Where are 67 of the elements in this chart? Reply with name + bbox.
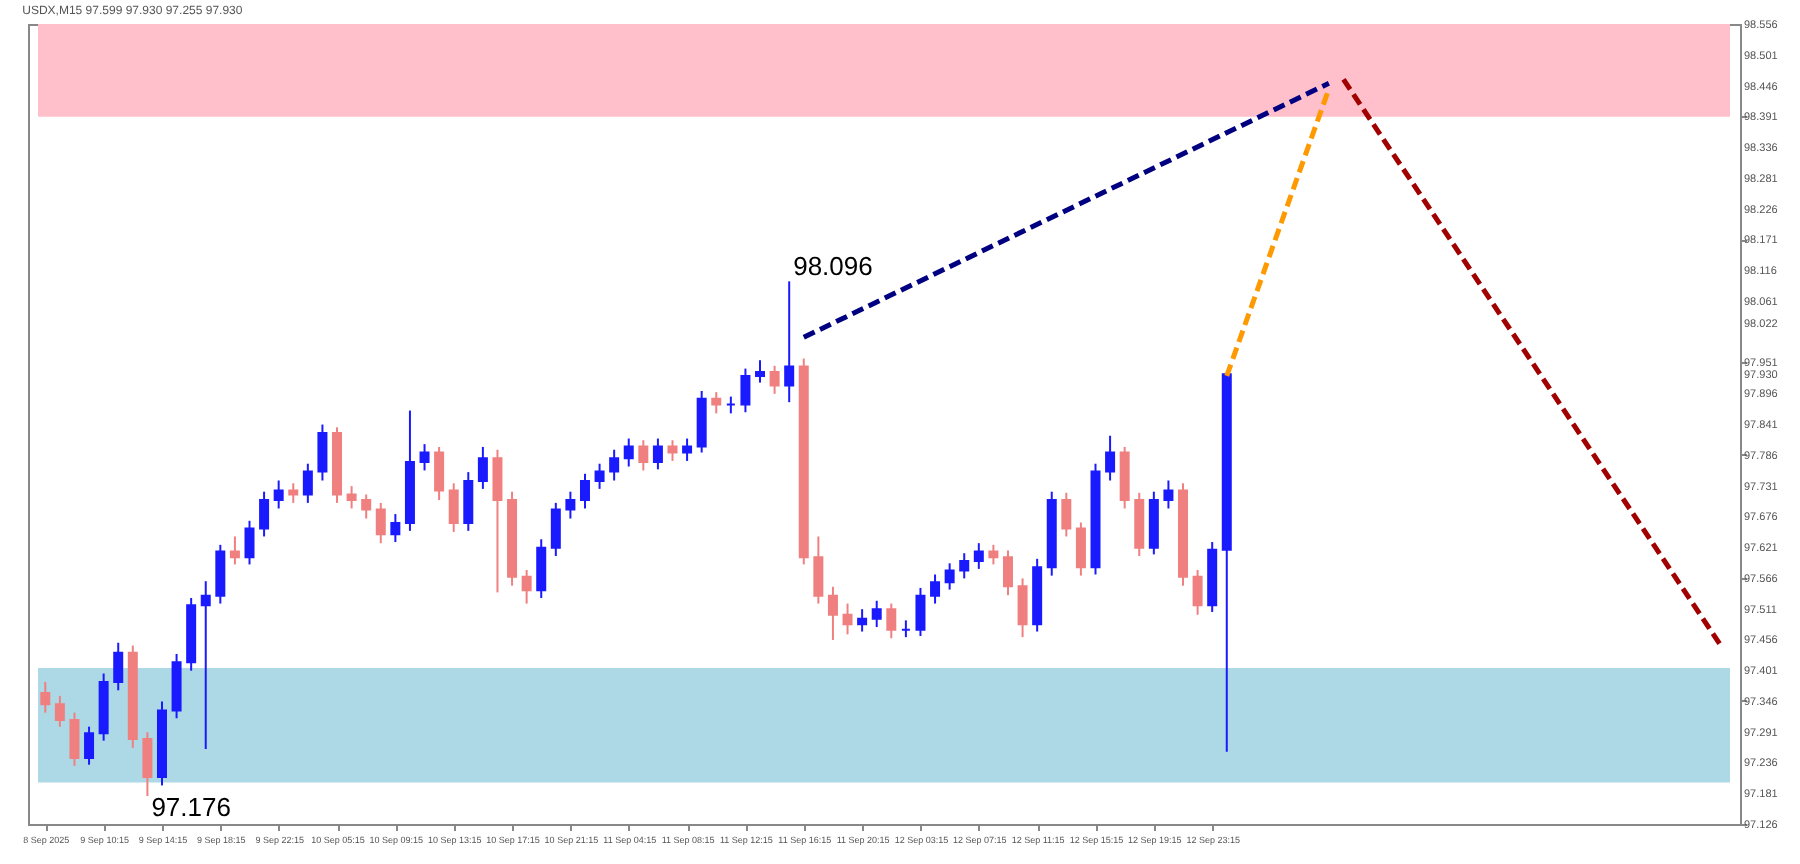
candlestick [69, 711, 80, 767]
candlestick [886, 602, 897, 640]
candlestick [857, 608, 868, 633]
candlestick [288, 482, 299, 504]
candlestick [40, 680, 51, 714]
candlestick [1017, 577, 1028, 639]
candlestick [871, 599, 882, 629]
candlestick [244, 519, 255, 566]
candlestick [1061, 491, 1072, 538]
candlestick [1119, 445, 1130, 510]
candlestick [973, 542, 984, 570]
candlestick [521, 569, 532, 605]
candlestick [550, 501, 561, 558]
candlestick [142, 731, 153, 798]
candlestick [988, 543, 999, 566]
candlestick [390, 513, 401, 544]
candlestick [609, 448, 620, 482]
candlestick [755, 359, 766, 384]
candlestick [434, 445, 445, 502]
candlestick [200, 580, 211, 751]
candlestick [769, 364, 780, 395]
candlestick [229, 535, 240, 566]
candlestick [259, 490, 270, 538]
candlestick [930, 573, 941, 605]
candlestick [623, 437, 634, 468]
candlestick [1105, 434, 1116, 482]
candlestick [1002, 549, 1013, 597]
candlestick [1192, 569, 1203, 616]
candlestick [579, 472, 590, 510]
candlestick [813, 535, 824, 605]
candlestick [784, 280, 795, 404]
candlestick [113, 641, 124, 692]
candlestick [346, 485, 357, 510]
candlestick [638, 439, 649, 472]
candlestick [827, 585, 838, 641]
candlestick [682, 437, 693, 462]
candlestick [959, 552, 970, 580]
candlestick [740, 367, 751, 414]
candlestick [361, 493, 372, 520]
candlestick [696, 389, 707, 454]
candlestick [1075, 521, 1086, 577]
candlestick [317, 423, 328, 482]
candlestick [944, 562, 955, 591]
candlestick [1163, 479, 1174, 510]
candlestick [302, 462, 313, 504]
candlestick [215, 543, 226, 605]
candlestick [273, 479, 284, 510]
annotation: 97.176 [151, 792, 231, 823]
candlestick [565, 490, 576, 520]
candlestick [536, 538, 547, 599]
candlestick [594, 462, 605, 490]
candlestick [492, 448, 503, 594]
candlestick [667, 439, 678, 462]
annotation: 98.096 [793, 251, 873, 282]
candlestick [54, 694, 65, 728]
candlestick [652, 437, 663, 471]
candlestick [1148, 490, 1159, 556]
candlestick [915, 586, 926, 638]
candlestick [448, 482, 459, 533]
candlestick [477, 445, 488, 490]
candlestick [1134, 491, 1145, 558]
candlestick [84, 725, 95, 766]
candlestick [711, 391, 722, 415]
candlestick [463, 471, 474, 532]
candlestick [842, 602, 853, 636]
candlestick [419, 443, 430, 472]
candlestick [375, 501, 386, 545]
